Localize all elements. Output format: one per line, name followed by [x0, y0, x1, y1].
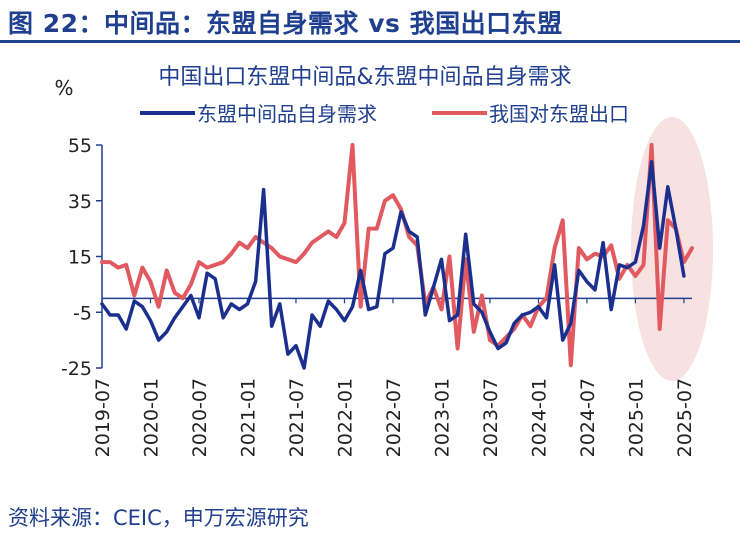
- x-tick-label: 2019-07: [92, 378, 114, 457]
- y-tick-label: 15: [68, 247, 92, 269]
- chart-title: 中国出口东盟中间品&东盟中间品自身需求: [158, 65, 571, 90]
- y-axis-label: %: [54, 76, 73, 100]
- figure-title: 图 22：中间品：东盟自身需求 vs 我国出口东盟: [8, 9, 563, 38]
- y-axis: 55 35 15 -5 -25: [61, 135, 103, 380]
- x-tick-label: 2025-01: [625, 378, 647, 457]
- x-tick-label: 2021-07: [286, 378, 308, 457]
- y-tick-label: 35: [68, 191, 92, 213]
- x-tick-label: 2020-07: [189, 378, 211, 457]
- series-line-red: [100, 143, 694, 368]
- series-layer: [100, 143, 694, 370]
- x-tick-label: 2022-07: [383, 378, 405, 457]
- x-tick-label: 2023-07: [480, 378, 502, 457]
- x-tick-label: 2021-01: [237, 378, 259, 457]
- legend-label-red: 我国对东盟出口: [489, 102, 629, 126]
- y-tick-label: -5: [73, 302, 92, 324]
- y-tick-label: 55: [68, 135, 92, 157]
- x-axis: 2019-07 2020-01 2020-07 2021-01 2021-07 2022-…: [92, 297, 696, 457]
- x-tick-label: 2023-01: [431, 378, 453, 457]
- x-tick-label: 2020-01: [140, 378, 162, 457]
- x-tick-label: 2025-07: [674, 378, 696, 457]
- x-tick-label: 2024-01: [528, 378, 550, 457]
- x-tick-label: 2024-07: [577, 378, 599, 457]
- y-tick-label: -25: [61, 358, 92, 380]
- legend: 东盟中间品自身需求 我国对东盟出口: [140, 102, 629, 126]
- series-line-blue: [100, 159, 686, 370]
- legend-label-blue: 东盟中间品自身需求: [197, 102, 377, 126]
- title-divider: [0, 40, 740, 43]
- source-note: 资料来源：CEIC，申万宏源研究: [8, 506, 309, 530]
- x-tick-label: 2022-01: [334, 378, 356, 457]
